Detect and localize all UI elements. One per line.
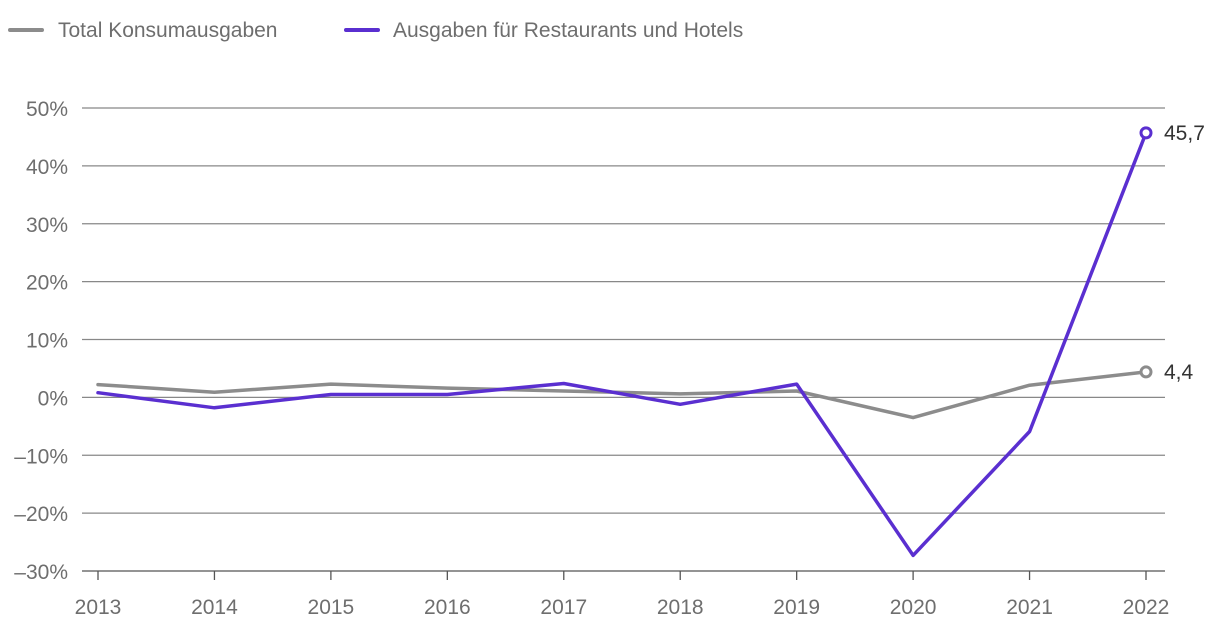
x-tick-label: 2013 [75, 596, 122, 619]
x-tick-label: 2018 [657, 596, 704, 619]
y-tick-label: 40% [26, 156, 68, 179]
y-tick-label: 0% [38, 387, 68, 410]
end-point-total-konsumausgaben [1139, 365, 1153, 379]
x-tick-label: 2019 [773, 596, 820, 619]
x-axis: 2013 2014 2015 2016 2017 2018 2019 2020 2021 2022 [75, 571, 1170, 619]
y-tick-label: 30% [26, 214, 68, 237]
end-label-total-konsumausgaben: 4,4 [1164, 361, 1194, 384]
x-tick-label: 2014 [191, 596, 238, 619]
legend-item-total: Total Konsumausgaben [8, 19, 278, 42]
y-tick-label: –20% [14, 503, 68, 526]
y-tick-label: –30% [14, 561, 68, 584]
grid [82, 107, 1165, 572]
legend-item-restaurants: Ausgaben für Restaurants und Hotels [344, 19, 743, 42]
x-tick-label: 2015 [308, 596, 355, 619]
x-tick-label: 2016 [424, 596, 471, 619]
end-point-restaurants-hotels [1139, 126, 1153, 140]
y-tick-label: 20% [26, 272, 68, 295]
x-tick-label: 2022 [1123, 596, 1170, 619]
y-tick-label: 10% [26, 330, 68, 353]
x-tick-label: 2021 [1006, 596, 1053, 619]
series: 4,4 45,7 [96, 122, 1205, 558]
x-tick-label: 2017 [540, 596, 587, 619]
y-axis: 50% 40% 30% 20% 10% 0% –10% –20% –30% [14, 98, 68, 584]
y-tick-label: 50% [26, 98, 68, 121]
legend-label-total: Total Konsumausgaben [58, 19, 278, 42]
y-tick-label: –10% [14, 445, 68, 468]
series-line-restaurants-hotels [96, 131, 1148, 558]
legend-label-restaurants: Ausgaben für Restaurants und Hotels [393, 19, 743, 42]
legend: Total Konsumausgaben Ausgaben für Restau… [8, 19, 743, 42]
end-label-restaurants-hotels: 45,7 [1164, 122, 1205, 145]
x-tick-label: 2020 [890, 596, 937, 619]
